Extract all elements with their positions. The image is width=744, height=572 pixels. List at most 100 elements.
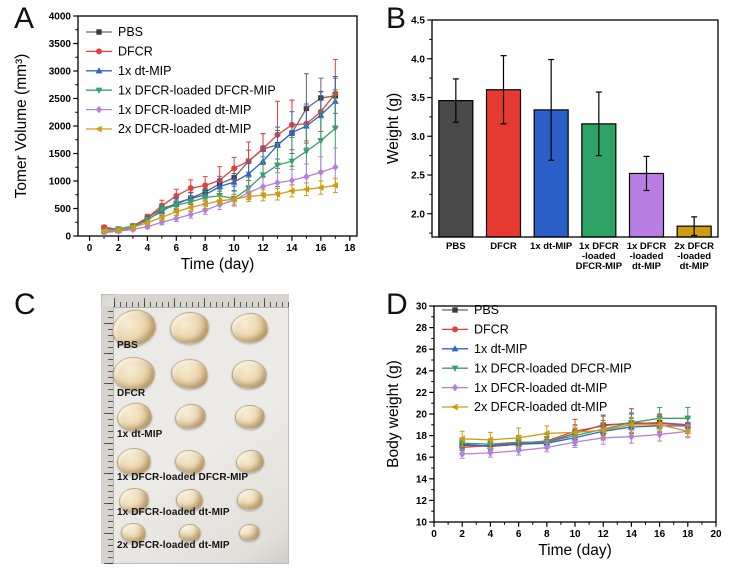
tumor-blob <box>236 489 264 511</box>
tumor-weight-chart: PBS DFCR 1x dt-MIP 1x DFCR-loadedDFCR-MIP1x… <box>385 16 719 272</box>
svg-text:6: 6 <box>174 243 180 254</box>
bar-category-label: 2x DFCR <box>674 241 714 252</box>
bar-category-label: PBS <box>446 241 466 252</box>
marker-triangle-left <box>655 421 663 429</box>
svg-text:1500: 1500 <box>49 149 72 160</box>
panel-b: B PBS DFCR 1x dt-MIP 1x DFCR -loaded DFCR-MIP… <box>372 0 744 286</box>
marker-triangle-left <box>486 436 494 444</box>
bar-category-label: -loaded <box>630 251 664 262</box>
marker-triangle-up <box>451 345 459 352</box>
svg-text:20: 20 <box>416 410 428 421</box>
legend-label: 1x dt-MIP <box>474 342 528 356</box>
marker-triangle-left <box>259 191 266 199</box>
panel-c: C PBS DFCR 1x dt-MIP 1x DFCR-loaded DFCR-MI… <box>0 286 372 572</box>
svg-text:10: 10 <box>416 518 428 529</box>
bar-category-label: DFCR-MIP <box>576 261 623 272</box>
marker-diamond <box>288 176 296 185</box>
svg-text:4.0: 4.0 <box>411 54 425 65</box>
legend-label: PBS <box>474 303 499 317</box>
marker-diamond <box>187 210 194 219</box>
svg-text:30: 30 <box>416 302 428 313</box>
marker-triangle-left <box>201 200 208 208</box>
svg-text:2: 2 <box>459 529 465 540</box>
marker-diamond <box>317 168 324 176</box>
legend-label: 2x DFCR-loaded dt-MIP <box>474 400 607 414</box>
marker-triangle-down <box>331 125 339 132</box>
marker-triangle-left <box>129 223 136 231</box>
svg-text:14: 14 <box>626 529 638 540</box>
marker-triangle-left <box>302 185 310 193</box>
svg-text:3.0: 3.0 <box>411 132 425 143</box>
tumor-row-label: 1x DFCR-loaded dt-MIP <box>117 507 230 518</box>
marker-triangle-left <box>543 430 550 437</box>
marker-triangle-down <box>274 162 281 169</box>
svg-text:24: 24 <box>416 366 428 377</box>
marker-circle <box>202 182 209 189</box>
svg-text:3500: 3500 <box>49 39 72 50</box>
legend-label: PBS <box>118 25 143 39</box>
marker-triangle-left <box>186 204 194 211</box>
marker-triangle-up <box>95 67 103 74</box>
marker-triangle-left <box>158 213 165 221</box>
marker-triangle-left <box>571 428 578 436</box>
tumor-blob <box>238 522 262 544</box>
marker-diamond <box>628 432 635 441</box>
panel-a: A 0 2 4 6 8 10 12 14 16 18 0 500 1000 1500 2000 2500 300… <box>0 0 372 286</box>
tumor-row-label: DFCR <box>117 388 146 399</box>
svg-text:4000: 4000 <box>49 12 72 23</box>
bar-category-label: 1x DFCR <box>627 241 667 252</box>
svg-text:26: 26 <box>416 345 428 356</box>
marker-triangle-left <box>100 227 107 235</box>
svg-text:2000: 2000 <box>49 122 72 133</box>
marker-diamond <box>303 172 310 181</box>
bar-category-label: -loaded <box>677 251 711 262</box>
svg-text:20: 20 <box>710 529 722 540</box>
tumor-blob <box>229 356 271 392</box>
marker-diamond <box>656 430 663 439</box>
legend-label: 1x DFCR-loaded DFCR-MIP <box>474 361 632 375</box>
marker-diamond <box>259 182 267 191</box>
panel-b-letter: B <box>386 2 407 35</box>
tumor-blob <box>235 405 265 429</box>
marker-triangle-left <box>273 190 281 198</box>
marker-triangle-down <box>172 202 180 209</box>
marker-circle <box>187 185 194 192</box>
horizontal-ruler <box>114 294 289 308</box>
svg-text:0: 0 <box>431 529 437 540</box>
marker-triangle-down <box>158 207 166 214</box>
svg-text:18: 18 <box>344 243 356 254</box>
marker-triangle-left <box>684 427 691 435</box>
svg-text:10: 10 <box>569 529 581 540</box>
svg-text:2500: 2500 <box>49 94 72 105</box>
tumor-photo: PBS DFCR 1x dt-MIP 1x DFCR-loaded DFCR-MIP 1… <box>101 294 289 564</box>
svg-text:12: 12 <box>416 496 428 507</box>
legend-label: 1x DFCR-loaded dt-MIP <box>474 381 607 395</box>
panel-d-letter: D <box>386 288 408 321</box>
svg-text:4: 4 <box>145 243 151 254</box>
legend-label: DFCR <box>118 45 153 59</box>
bar-category-label: dt-MIP <box>632 261 662 272</box>
svg-text:3000: 3000 <box>49 67 72 78</box>
marker-diamond <box>95 105 103 114</box>
tumor-blob <box>173 403 207 431</box>
panel-d: D 0 2 4 6 8 10 12 14 16 18 20 10 12 14 16 18 20 22 24 26 28 3… <box>372 286 744 572</box>
bar-category-label: dt-MIP <box>680 261 710 272</box>
svg-text:4.5: 4.5 <box>411 16 425 27</box>
svg-text:2: 2 <box>116 243 122 254</box>
marker-triangle-left <box>627 421 635 429</box>
y-axis-label: Body weight (g) <box>385 360 402 468</box>
marker-square <box>96 29 102 35</box>
tumor-row-label: 1x dt-MIP <box>117 429 163 440</box>
legend-label: DFCR <box>474 323 509 337</box>
marker-triangle-down <box>684 415 692 423</box>
marker-triangle-left <box>288 187 295 195</box>
marker-circle <box>231 165 238 172</box>
svg-text:4: 4 <box>488 529 494 540</box>
marker-triangle-down <box>317 138 325 145</box>
bar-category-label: -loaded <box>582 251 616 262</box>
bar-category-label: DFCR <box>490 241 517 252</box>
marker-triangle-down <box>259 172 267 179</box>
marker-triangle-up <box>288 128 296 136</box>
legend-label: 1x DFCR-loaded dt-MIP <box>118 103 251 117</box>
